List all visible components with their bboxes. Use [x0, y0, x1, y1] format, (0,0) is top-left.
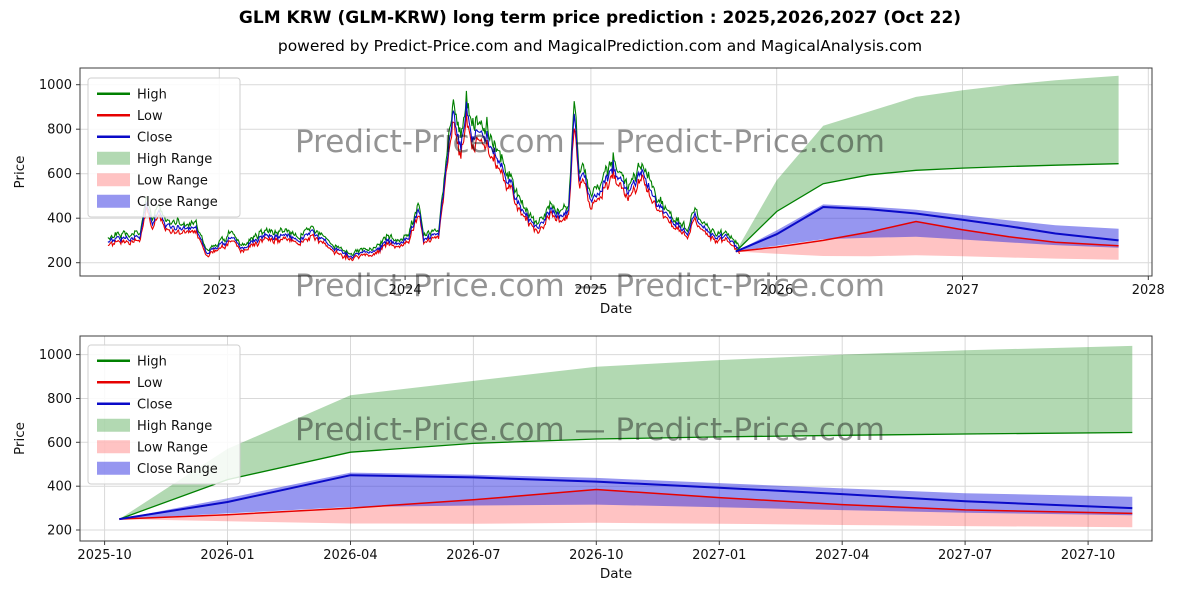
- legend-patch-swatch: [97, 151, 130, 165]
- page-title: GLM KRW (GLM-KRW) long term price predic…: [238, 8, 962, 28]
- x-axis-label: Date: [600, 301, 632, 317]
- y-tick-label: 800: [47, 123, 72, 138]
- legend-patch-swatch: [97, 194, 130, 208]
- bottom-chart: 200 400 600 800 1000 2025-10 2026-01 2026-04 202…: [12, 335, 1153, 582]
- legend-label: Low Range: [137, 173, 208, 188]
- close-range-band: [735, 204, 1119, 252]
- y-tick-label: 400: [47, 212, 72, 227]
- top-chart: 200 400 600 800 1000 2023 2024 2025 2026 2027 2028…: [12, 67, 1165, 317]
- y-tick-label: 400: [47, 480, 72, 495]
- plot-frame: [79, 67, 1153, 277]
- y-tick-label: 800: [47, 392, 72, 407]
- legend: High Low Close High Range Low Range Close Ran…: [87, 77, 241, 218]
- x-tick-label: 2025-10: [77, 548, 131, 563]
- legend-label: Close: [137, 397, 172, 412]
- close-line-forecast: [735, 205, 1119, 253]
- y-tick-label: 600: [47, 167, 72, 182]
- x-tick-label: 2025: [574, 283, 607, 298]
- x-tick-label: 2026-10: [569, 548, 623, 563]
- watermark-text: Predict-Price.com — Predict-Price.com: [295, 124, 885, 160]
- legend: High Low Close High Range Low Range Close Ran…: [87, 344, 241, 485]
- y-axis-label: Price: [12, 156, 28, 189]
- legend-box: [87, 77, 241, 218]
- legend-label: Low: [137, 109, 163, 124]
- legend-label: Low Range: [137, 440, 208, 455]
- y-tick-label: 1000: [39, 78, 72, 93]
- y-tick-label: 200: [47, 256, 72, 271]
- x-tick-label: 2026-07: [446, 548, 500, 563]
- x-tick-label: 2027: [946, 283, 979, 298]
- legend-label: Close: [137, 130, 172, 145]
- low-line-history: [107, 110, 741, 262]
- y-tick-label: 1000: [39, 348, 72, 363]
- close-range-band: [119, 472, 1133, 520]
- legend-label: Close Range: [137, 195, 218, 210]
- high-line-forecast: [735, 163, 1119, 252]
- y-axis-label: Price: [12, 422, 28, 455]
- watermark-text: Predict-Price.com — Predict-Price.com: [295, 412, 885, 448]
- legend-patch-swatch: [97, 173, 130, 187]
- x-tick-label: 2027-10: [1061, 548, 1115, 563]
- x-tick-label: 2026-01: [200, 548, 254, 563]
- x-tick-label: 2027-01: [692, 548, 746, 563]
- legend-label: High: [137, 354, 167, 369]
- low-range-band: [735, 221, 1119, 260]
- y-tick-label: 200: [47, 524, 72, 539]
- high-range-band: [119, 345, 1133, 520]
- x-tick-label: 2026: [760, 283, 793, 298]
- plot-frame: [79, 335, 1153, 542]
- legend-patch-swatch: [97, 461, 130, 475]
- y-tick-label: 600: [47, 436, 72, 451]
- page-subtitle: powered by Predict-Price.com and Magical…: [277, 37, 923, 55]
- close-line-forecast: [119, 474, 1133, 521]
- legend-box: [87, 344, 241, 485]
- legend-patch-swatch: [97, 418, 130, 432]
- legend-label: Close Range: [137, 462, 218, 477]
- x-axis-label: Date: [600, 566, 632, 582]
- x-tick-label: 2024: [389, 283, 422, 298]
- legend-patch-swatch: [97, 440, 130, 454]
- x-tick-label: 2023: [203, 283, 236, 298]
- close-line-history: [107, 101, 740, 260]
- legend-label: Low: [137, 376, 163, 391]
- low-range-band: [119, 489, 1133, 528]
- x-tick-label: 2027-07: [938, 548, 992, 563]
- x-tick-label: 2026-04: [323, 548, 377, 563]
- x-tick-label: 2027-04: [815, 548, 869, 563]
- legend-label: High Range: [137, 419, 212, 434]
- high-range-band: [735, 75, 1119, 252]
- low-line-forecast: [119, 488, 1133, 520]
- high-line-history: [107, 90, 741, 256]
- x-tick-label: 2028: [1132, 283, 1165, 298]
- watermark-text: Predict-Price.com — Predict-Price.com: [295, 268, 885, 304]
- low-line-forecast: [735, 220, 1119, 253]
- legend-label: High Range: [137, 152, 212, 167]
- high-line-forecast: [119, 431, 1133, 520]
- legend-label: High: [137, 87, 167, 102]
